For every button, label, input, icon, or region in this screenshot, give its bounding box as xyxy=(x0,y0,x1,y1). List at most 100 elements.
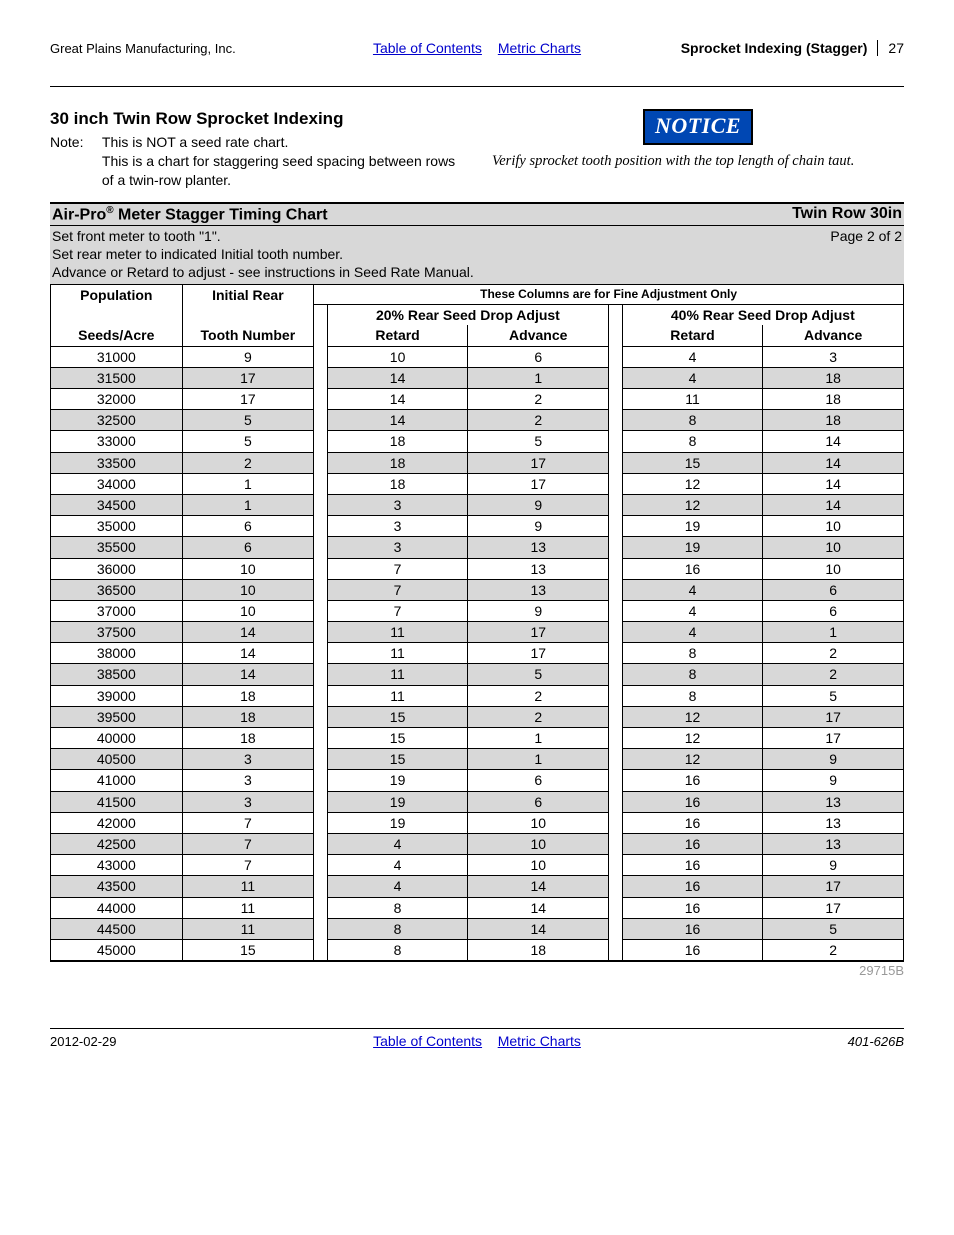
table-cell xyxy=(609,664,623,685)
table-cell xyxy=(314,494,328,515)
table-cell: 11 xyxy=(182,876,314,897)
table-cell: 13 xyxy=(763,791,904,812)
table-cell: 4 xyxy=(327,876,468,897)
footer-link-toc[interactable]: Table of Contents xyxy=(373,1033,482,1049)
note-line2: This is a chart for staggering seed spac… xyxy=(102,153,455,188)
chart-title-bar: Air-Pro® Meter Stagger Timing Chart Twin… xyxy=(50,202,904,226)
table-cell: 8 xyxy=(622,685,763,706)
table-cell: 5 xyxy=(763,918,904,939)
table-row: 345001391214 xyxy=(51,494,904,515)
table-row: 385001411582 xyxy=(51,664,904,685)
table-cell xyxy=(609,685,623,706)
chart-title-right: Twin Row 30in xyxy=(792,205,902,224)
table-cell: 17 xyxy=(182,389,314,410)
h-advance-20: Advance xyxy=(468,325,609,346)
fine-adj-note: These Columns are for Fine Adjustment On… xyxy=(314,284,904,305)
table-cell: 1 xyxy=(468,749,609,770)
table-cell: 9 xyxy=(763,770,904,791)
table-cell: 12 xyxy=(622,728,763,749)
table-cell: 10 xyxy=(327,346,468,367)
table-cell: 3 xyxy=(327,494,468,515)
table-cell xyxy=(314,579,328,600)
note-block: Note: This is NOT a seed rate chart. Thi… xyxy=(50,133,462,190)
table-cell: 7 xyxy=(182,812,314,833)
table-cell: 2 xyxy=(468,706,609,727)
table-cell xyxy=(314,706,328,727)
table-cell: 2 xyxy=(468,410,609,431)
table-cell: 4 xyxy=(622,346,763,367)
table-cell: 42000 xyxy=(51,812,183,833)
table-row: 410003196169 xyxy=(51,770,904,791)
table-cell xyxy=(314,367,328,388)
table-row: 44000118141617 xyxy=(51,897,904,918)
table-row: 4500015818162 xyxy=(51,939,904,961)
table-cell xyxy=(314,537,328,558)
link-metric[interactable]: Metric Charts xyxy=(498,40,581,56)
table-cell: 32500 xyxy=(51,410,183,431)
table-row: 3150017141418 xyxy=(51,367,904,388)
table-cell: 5 xyxy=(182,410,314,431)
table-cell: 10 xyxy=(182,558,314,579)
table-cell: 17 xyxy=(468,452,609,473)
table-cell: 15 xyxy=(182,939,314,961)
table-cell: 10 xyxy=(182,600,314,621)
table-cell: 41500 xyxy=(51,791,183,812)
table-cell xyxy=(609,367,623,388)
table-cell: 7 xyxy=(182,833,314,854)
table-cell: 15 xyxy=(327,749,468,770)
table-cell: 9 xyxy=(468,494,609,515)
instr-1: Set front meter to tooth "1". xyxy=(52,228,221,244)
notice-badge: NOTICE xyxy=(643,109,753,145)
table-cell: 11 xyxy=(327,664,468,685)
table-cell: 37500 xyxy=(51,622,183,643)
header-rule xyxy=(50,86,904,87)
registered-icon: ® xyxy=(106,205,113,216)
table-cell: 19 xyxy=(327,791,468,812)
table-cell: 38500 xyxy=(51,664,183,685)
table-cell: 11 xyxy=(327,685,468,706)
table-row: 40000181511217 xyxy=(51,728,904,749)
table-cell xyxy=(314,346,328,367)
footer-link-metric[interactable]: Metric Charts xyxy=(498,1033,581,1049)
table-cell xyxy=(609,706,623,727)
table-cell: 18 xyxy=(327,452,468,473)
table-cell: 18 xyxy=(182,685,314,706)
table-cell xyxy=(609,833,623,854)
header-links: Table of Contents Metric Charts xyxy=(367,40,587,56)
table-cell: 16 xyxy=(622,939,763,961)
company-name: Great Plains Manufacturing, Inc. xyxy=(50,41,347,56)
table-cell xyxy=(314,452,328,473)
section-title: Sprocket Indexing (Stagger) 27 xyxy=(607,40,904,56)
note-label: Note: xyxy=(50,133,98,152)
table-cell: 18 xyxy=(327,473,468,494)
table-cell: 12 xyxy=(622,473,763,494)
table-cell: 14 xyxy=(468,876,609,897)
table-cell: 8 xyxy=(327,939,468,961)
table-cell: 39000 xyxy=(51,685,183,706)
table-row: 3550063131910 xyxy=(51,537,904,558)
table-row: 4450011814165 xyxy=(51,918,904,939)
table-cell: 44500 xyxy=(51,918,183,939)
table-cell: 16 xyxy=(622,812,763,833)
link-toc[interactable]: Table of Contents xyxy=(373,40,482,56)
table-cell: 1 xyxy=(182,473,314,494)
table-cell: 10 xyxy=(182,579,314,600)
table-cell: 9 xyxy=(468,600,609,621)
table-cell: 17 xyxy=(468,473,609,494)
table-cell xyxy=(314,749,328,770)
table-cell xyxy=(609,431,623,452)
table-cell: 4 xyxy=(327,855,468,876)
table-cell: 5 xyxy=(182,431,314,452)
table-cell: 33500 xyxy=(51,452,183,473)
table-cell: 9 xyxy=(763,749,904,770)
table-cell xyxy=(314,770,328,791)
table-cell: 9 xyxy=(182,346,314,367)
table-cell: 12 xyxy=(622,494,763,515)
table-cell: 11 xyxy=(327,643,468,664)
table-cell xyxy=(314,876,328,897)
page-number: 27 xyxy=(877,40,904,56)
table-cell: 31500 xyxy=(51,367,183,388)
table-cell: 18 xyxy=(468,939,609,961)
table-cell: 16 xyxy=(622,897,763,918)
table-cell: 18 xyxy=(763,367,904,388)
